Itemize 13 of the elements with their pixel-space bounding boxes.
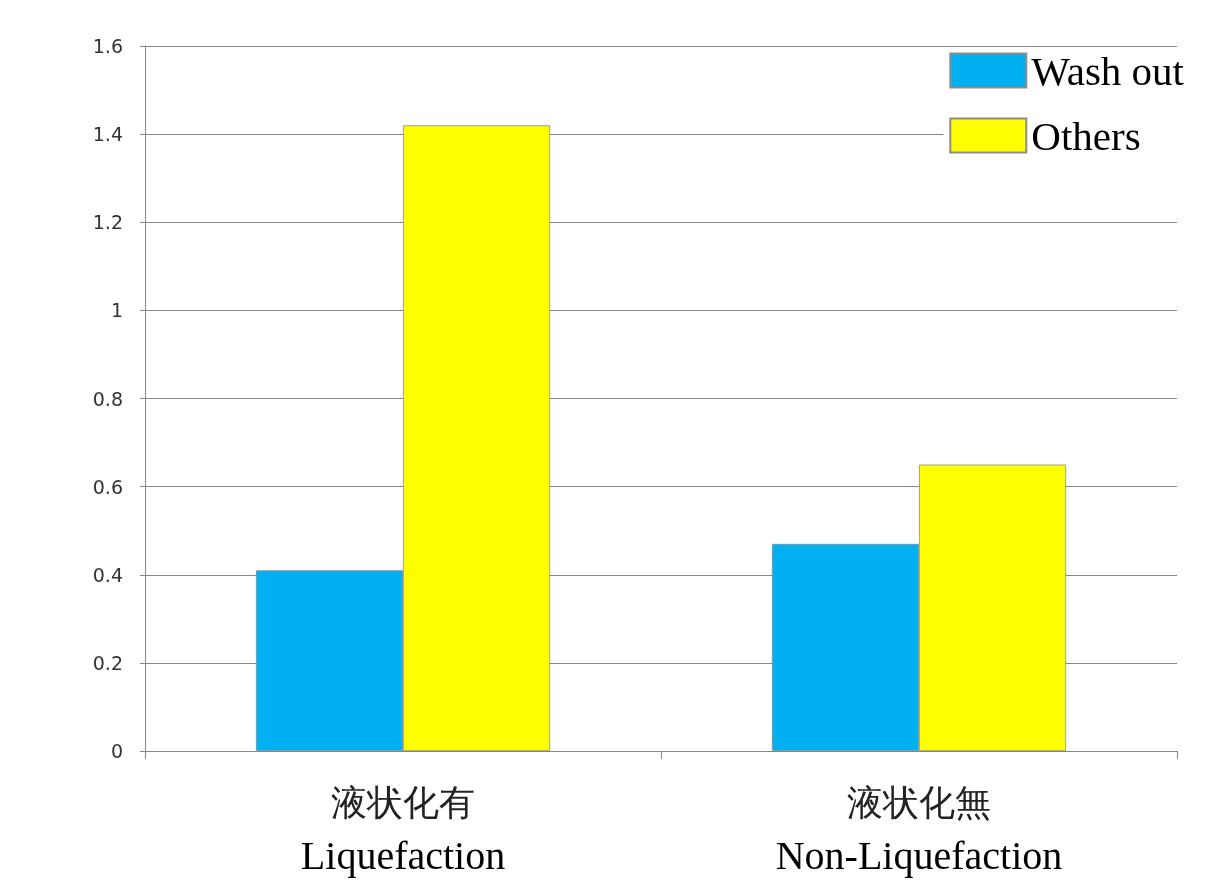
legend-label: Others xyxy=(1031,112,1141,159)
y-tick-label: 1 xyxy=(110,299,123,322)
y-tick-label: 0.4 xyxy=(92,563,123,586)
x-tick-label: 液状化無 Non-Liquefaction xyxy=(775,781,1063,878)
legend-label: Wash out xyxy=(1031,47,1185,94)
y-tick-label: 0 xyxy=(110,740,123,762)
y-tick-label: 1.2 xyxy=(92,211,123,234)
y-tick-label: 0.8 xyxy=(92,387,123,410)
y-tick-label: 1.6 xyxy=(92,35,123,57)
x-tick-label: 液状化有 Liquefaction xyxy=(300,781,506,878)
y-tick-label: 1.4 xyxy=(92,123,123,146)
y-tick-label: 0.6 xyxy=(92,475,123,498)
y-tick-label: 0.2 xyxy=(92,651,123,674)
